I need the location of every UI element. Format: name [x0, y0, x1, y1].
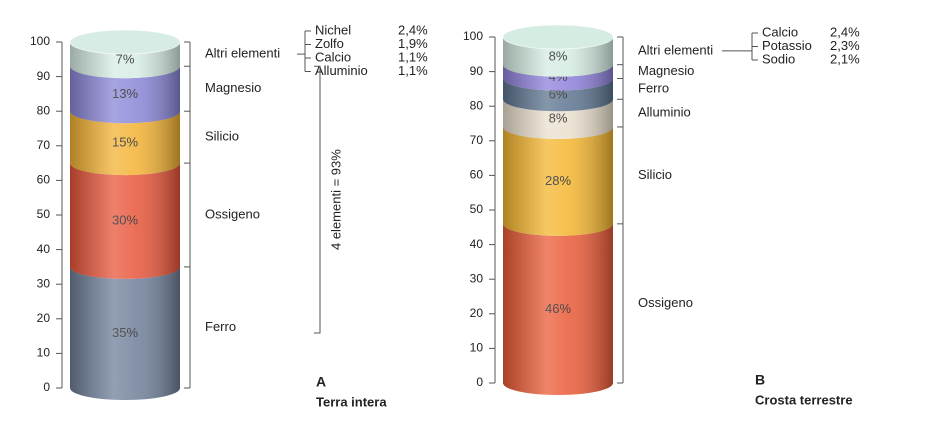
detail-value: 1,1%	[398, 63, 428, 78]
cylinder-top	[502, 24, 614, 50]
segment-label: Silicio	[638, 167, 672, 182]
y-tick-label: 70	[37, 138, 51, 152]
y-tick-label: 90	[37, 69, 51, 83]
detail-name: Calcio	[315, 49, 351, 64]
detail-name: Sodio	[762, 51, 795, 66]
segment-label: Silicio	[205, 129, 239, 144]
detail-value: 2,4%	[830, 24, 860, 39]
chart-title: Terra intera	[316, 394, 387, 409]
y-tick-label: 100	[463, 29, 483, 43]
detail-name: Alluminio	[315, 63, 368, 78]
y-tick-label: 10	[37, 346, 51, 360]
y-tick-label: 40	[37, 242, 51, 256]
y-tick-label: 20	[37, 311, 51, 325]
segment-label: Ossigeno	[205, 206, 260, 221]
segment-label: Altri elementi	[205, 46, 280, 61]
y-tick-label: 20	[470, 306, 484, 320]
shading	[503, 37, 613, 395]
y-tick-label: 80	[37, 103, 51, 117]
segment-label: Ferro	[205, 319, 236, 334]
y-tick-label: 60	[37, 173, 51, 187]
detail-name: Nichel	[315, 22, 351, 37]
y-tick-label: 50	[37, 207, 51, 221]
group-label: 4 elementi = 93%	[328, 149, 343, 250]
detail-value: 1,9%	[398, 36, 428, 51]
segment-label: Magnesio	[205, 80, 261, 95]
y-tick-label: 30	[470, 271, 484, 285]
y-tick-label: 40	[470, 237, 484, 251]
detail-name: Calcio	[762, 24, 798, 39]
detail-value: 2,4%	[398, 22, 428, 37]
y-tick-label: 10	[470, 341, 484, 355]
chart-letter: B	[755, 372, 765, 388]
detail-name: Potassio	[762, 38, 812, 53]
y-tick-label: 60	[470, 168, 484, 182]
chart-title: Crosta terrestre	[755, 392, 853, 407]
cylinder-top	[69, 29, 181, 55]
y-tick-label: 30	[37, 276, 51, 290]
y-tick-label: 90	[470, 64, 484, 78]
segment-label: Ferro	[638, 80, 669, 95]
y-tick-label: 80	[470, 98, 484, 112]
segment-label: Ossigeno	[638, 295, 693, 310]
y-tick-label: 0	[43, 380, 50, 394]
segment-label: Magnesio	[638, 63, 694, 78]
segment-label: Altri elementi	[638, 42, 713, 57]
detail-name: Zolfo	[315, 36, 344, 51]
y-tick-label: 100	[30, 34, 50, 48]
group-bracket	[314, 65, 321, 334]
detail-value: 2,1%	[830, 51, 860, 66]
y-tick-label: 70	[470, 133, 484, 147]
y-tick-label: 50	[470, 202, 484, 216]
chart-letter: A	[316, 374, 326, 390]
y-tick-label: 0	[476, 375, 483, 389]
shading	[70, 42, 180, 400]
detail-value: 1,1%	[398, 49, 428, 64]
segment-label: Alluminio	[638, 105, 691, 120]
detail-value: 2,3%	[830, 38, 860, 53]
